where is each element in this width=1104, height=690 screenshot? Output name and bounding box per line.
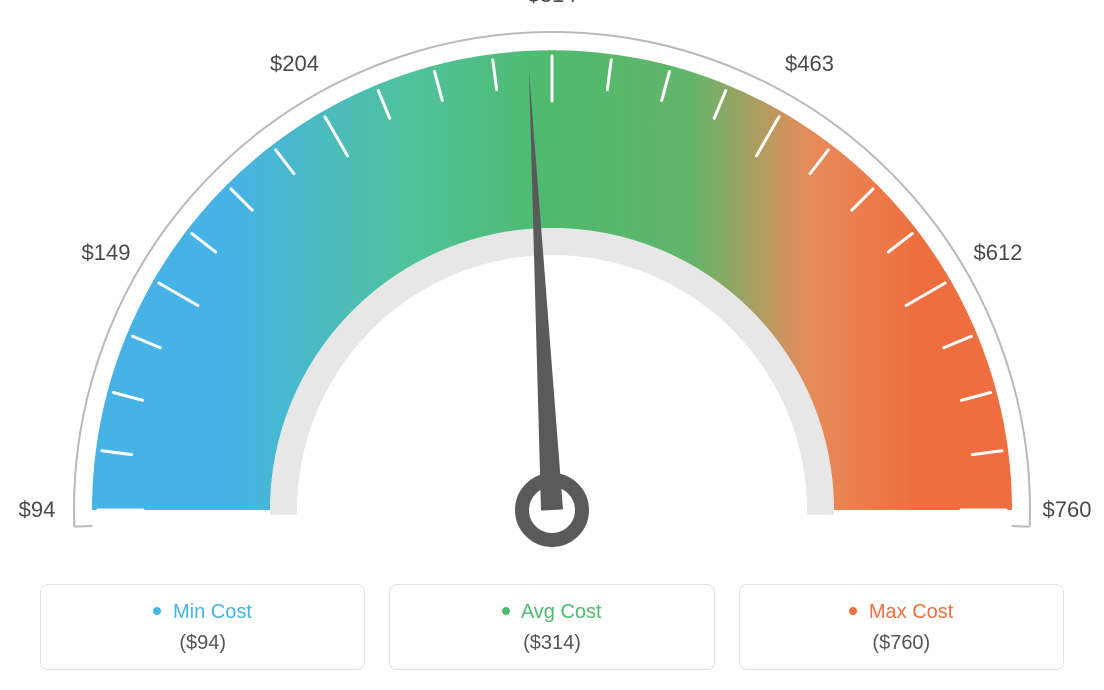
- gauge-tick-label: $94: [19, 497, 56, 523]
- legend-dot-avg: [502, 607, 510, 615]
- legend-title-min: Min Cost: [51, 601, 354, 624]
- legend-value-min: ($94): [51, 632, 354, 655]
- gauge-chart: $94 $149 $204 $314 $463 $612 $760: [0, 0, 1104, 560]
- legend-label-min: Min Cost: [173, 601, 252, 623]
- gauge-tick-label: $149: [82, 240, 131, 266]
- legend-label-avg: Avg Cost: [521, 601, 602, 623]
- legend-value-avg: ($314): [400, 632, 703, 655]
- legend-dot-min: [153, 607, 161, 615]
- legend-row: Min Cost ($94) Avg Cost ($314) Max Cost …: [40, 584, 1064, 670]
- gauge-tick-label: $314: [528, 0, 577, 8]
- legend-card-min: Min Cost ($94): [40, 584, 365, 670]
- legend-title-max: Max Cost: [750, 601, 1053, 624]
- cost-gauge-widget: $94 $149 $204 $314 $463 $612 $760 Min Cost ($9…: [0, 0, 1104, 690]
- gauge-tick-label: $612: [974, 240, 1023, 266]
- legend-label-max: Max Cost: [869, 601, 953, 623]
- gauge-tick-label: $760: [1043, 497, 1092, 523]
- legend-card-max: Max Cost ($760): [739, 584, 1064, 670]
- legend-title-avg: Avg Cost: [400, 601, 703, 624]
- gauge-tick-label: $463: [785, 51, 834, 77]
- gauge-tick-label: $204: [270, 51, 319, 77]
- legend-dot-max: [849, 607, 857, 615]
- legend-value-max: ($760): [750, 632, 1053, 655]
- legend-card-avg: Avg Cost ($314): [389, 584, 714, 670]
